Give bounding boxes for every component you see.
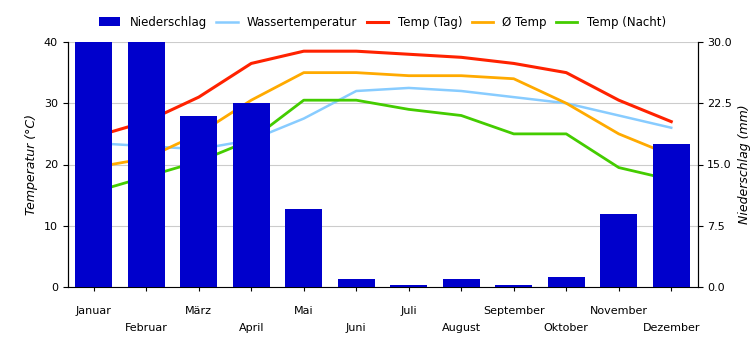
- Bar: [285, 209, 322, 287]
- Text: September: September: [483, 307, 544, 316]
- Legend: Niederschlag, Wassertemperatur, Temp (Tag), Ø Temp, Temp (Nacht): Niederschlag, Wassertemperatur, Temp (Ta…: [94, 11, 670, 34]
- Bar: [232, 103, 270, 287]
- Y-axis label: Niederschlag (mm): Niederschlag (mm): [738, 105, 750, 224]
- Bar: [495, 285, 532, 287]
- Text: Oktober: Oktober: [544, 323, 589, 333]
- Text: Mai: Mai: [294, 307, 314, 316]
- Text: Dezember: Dezember: [643, 323, 700, 333]
- Text: März: März: [185, 307, 212, 316]
- Bar: [180, 116, 218, 287]
- Bar: [390, 285, 427, 287]
- Text: April: April: [238, 323, 264, 333]
- Bar: [75, 5, 112, 287]
- Text: November: November: [590, 307, 648, 316]
- Bar: [600, 214, 637, 287]
- Text: August: August: [442, 323, 481, 333]
- Bar: [548, 277, 585, 287]
- Text: Juni: Juni: [346, 323, 367, 333]
- Text: Juli: Juli: [400, 307, 417, 316]
- Y-axis label: Temperatur (°C): Temperatur (°C): [25, 114, 38, 215]
- Text: Januar: Januar: [76, 307, 112, 316]
- Text: Februar: Februar: [124, 323, 168, 333]
- Bar: [652, 144, 690, 287]
- Bar: [442, 279, 480, 287]
- Bar: [338, 279, 375, 287]
- Bar: [128, 18, 165, 287]
